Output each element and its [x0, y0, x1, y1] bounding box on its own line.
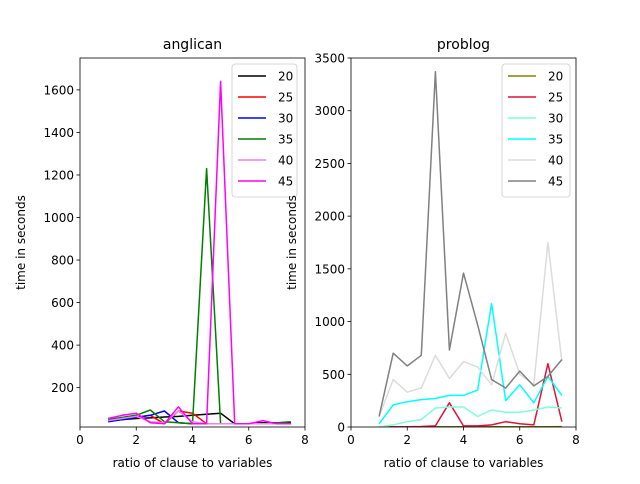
y-axis-label: time in seconds: [285, 195, 299, 290]
legend-label: 45: [548, 175, 563, 189]
legend-label: 25: [278, 91, 293, 105]
legend-label: 30: [278, 112, 293, 126]
chart-title: problog: [437, 37, 490, 53]
y-tick-label: 2000: [314, 210, 345, 224]
y-tick-label: 3000: [314, 104, 345, 118]
series-line-35: [108, 169, 291, 424]
series-line-40: [379, 243, 562, 417]
x-tick-label: 6: [516, 433, 524, 447]
x-tick-label: 6: [245, 433, 253, 447]
x-tick-label: 4: [460, 433, 468, 447]
legend: 20 25 30 35 40 45: [232, 64, 297, 197]
legend-label: 35: [548, 133, 563, 147]
legend-label: 25: [548, 91, 563, 105]
y-tick-label: 1000: [314, 315, 345, 329]
y-tick-label: 1600: [43, 83, 74, 97]
y-tick-label: 400: [51, 339, 74, 353]
y-tick-label: 1500: [314, 262, 345, 276]
x-tick-label: 8: [572, 433, 580, 447]
y-tick-label: 1200: [43, 168, 74, 182]
y-tick-label: 500: [322, 368, 345, 382]
legend-label: 35: [278, 133, 293, 147]
y-tick-label: 800: [51, 254, 74, 268]
y-tick-label: 600: [51, 296, 74, 310]
y-tick-label: 1000: [43, 211, 74, 225]
x-axis-label: ratio of clause to variables: [384, 456, 544, 470]
y-tick-label: 1400: [43, 126, 74, 140]
x-tick-label: 4: [189, 433, 197, 447]
chart-panel-problog: problog 0 2 4 6 8 0 500 1000 1500 2000 2500 3000 3500…: [285, 37, 580, 470]
legend-label: 40: [278, 154, 293, 168]
x-tick-label: 8: [301, 433, 309, 447]
y-tick-label: 3500: [314, 52, 345, 66]
x-axis-label: ratio of clause to variables: [113, 456, 273, 470]
x-tick-label: 2: [403, 433, 411, 447]
chart-title: anglican: [163, 37, 222, 53]
y-tick-label: 200: [51, 381, 74, 395]
legend-label: 20: [278, 70, 293, 84]
legend-label: 20: [548, 70, 563, 84]
legend-label: 40: [548, 154, 563, 168]
y-tick-label: 0: [337, 421, 345, 435]
chart-panel-anglican: anglican 0 2 4 6 8 200 400 600 800 1000 1200 1400 160…: [14, 37, 309, 470]
legend-label: 30: [548, 112, 563, 126]
x-tick-label: 0: [76, 433, 84, 447]
y-axis-label: time in seconds: [14, 195, 28, 290]
legend: 20 25 30 35 40 45: [502, 64, 570, 197]
legend-label: 45: [278, 175, 293, 189]
x-tick-label: 2: [132, 433, 140, 447]
x-tick-label: 0: [347, 433, 355, 447]
y-tick-label: 2500: [314, 157, 345, 171]
